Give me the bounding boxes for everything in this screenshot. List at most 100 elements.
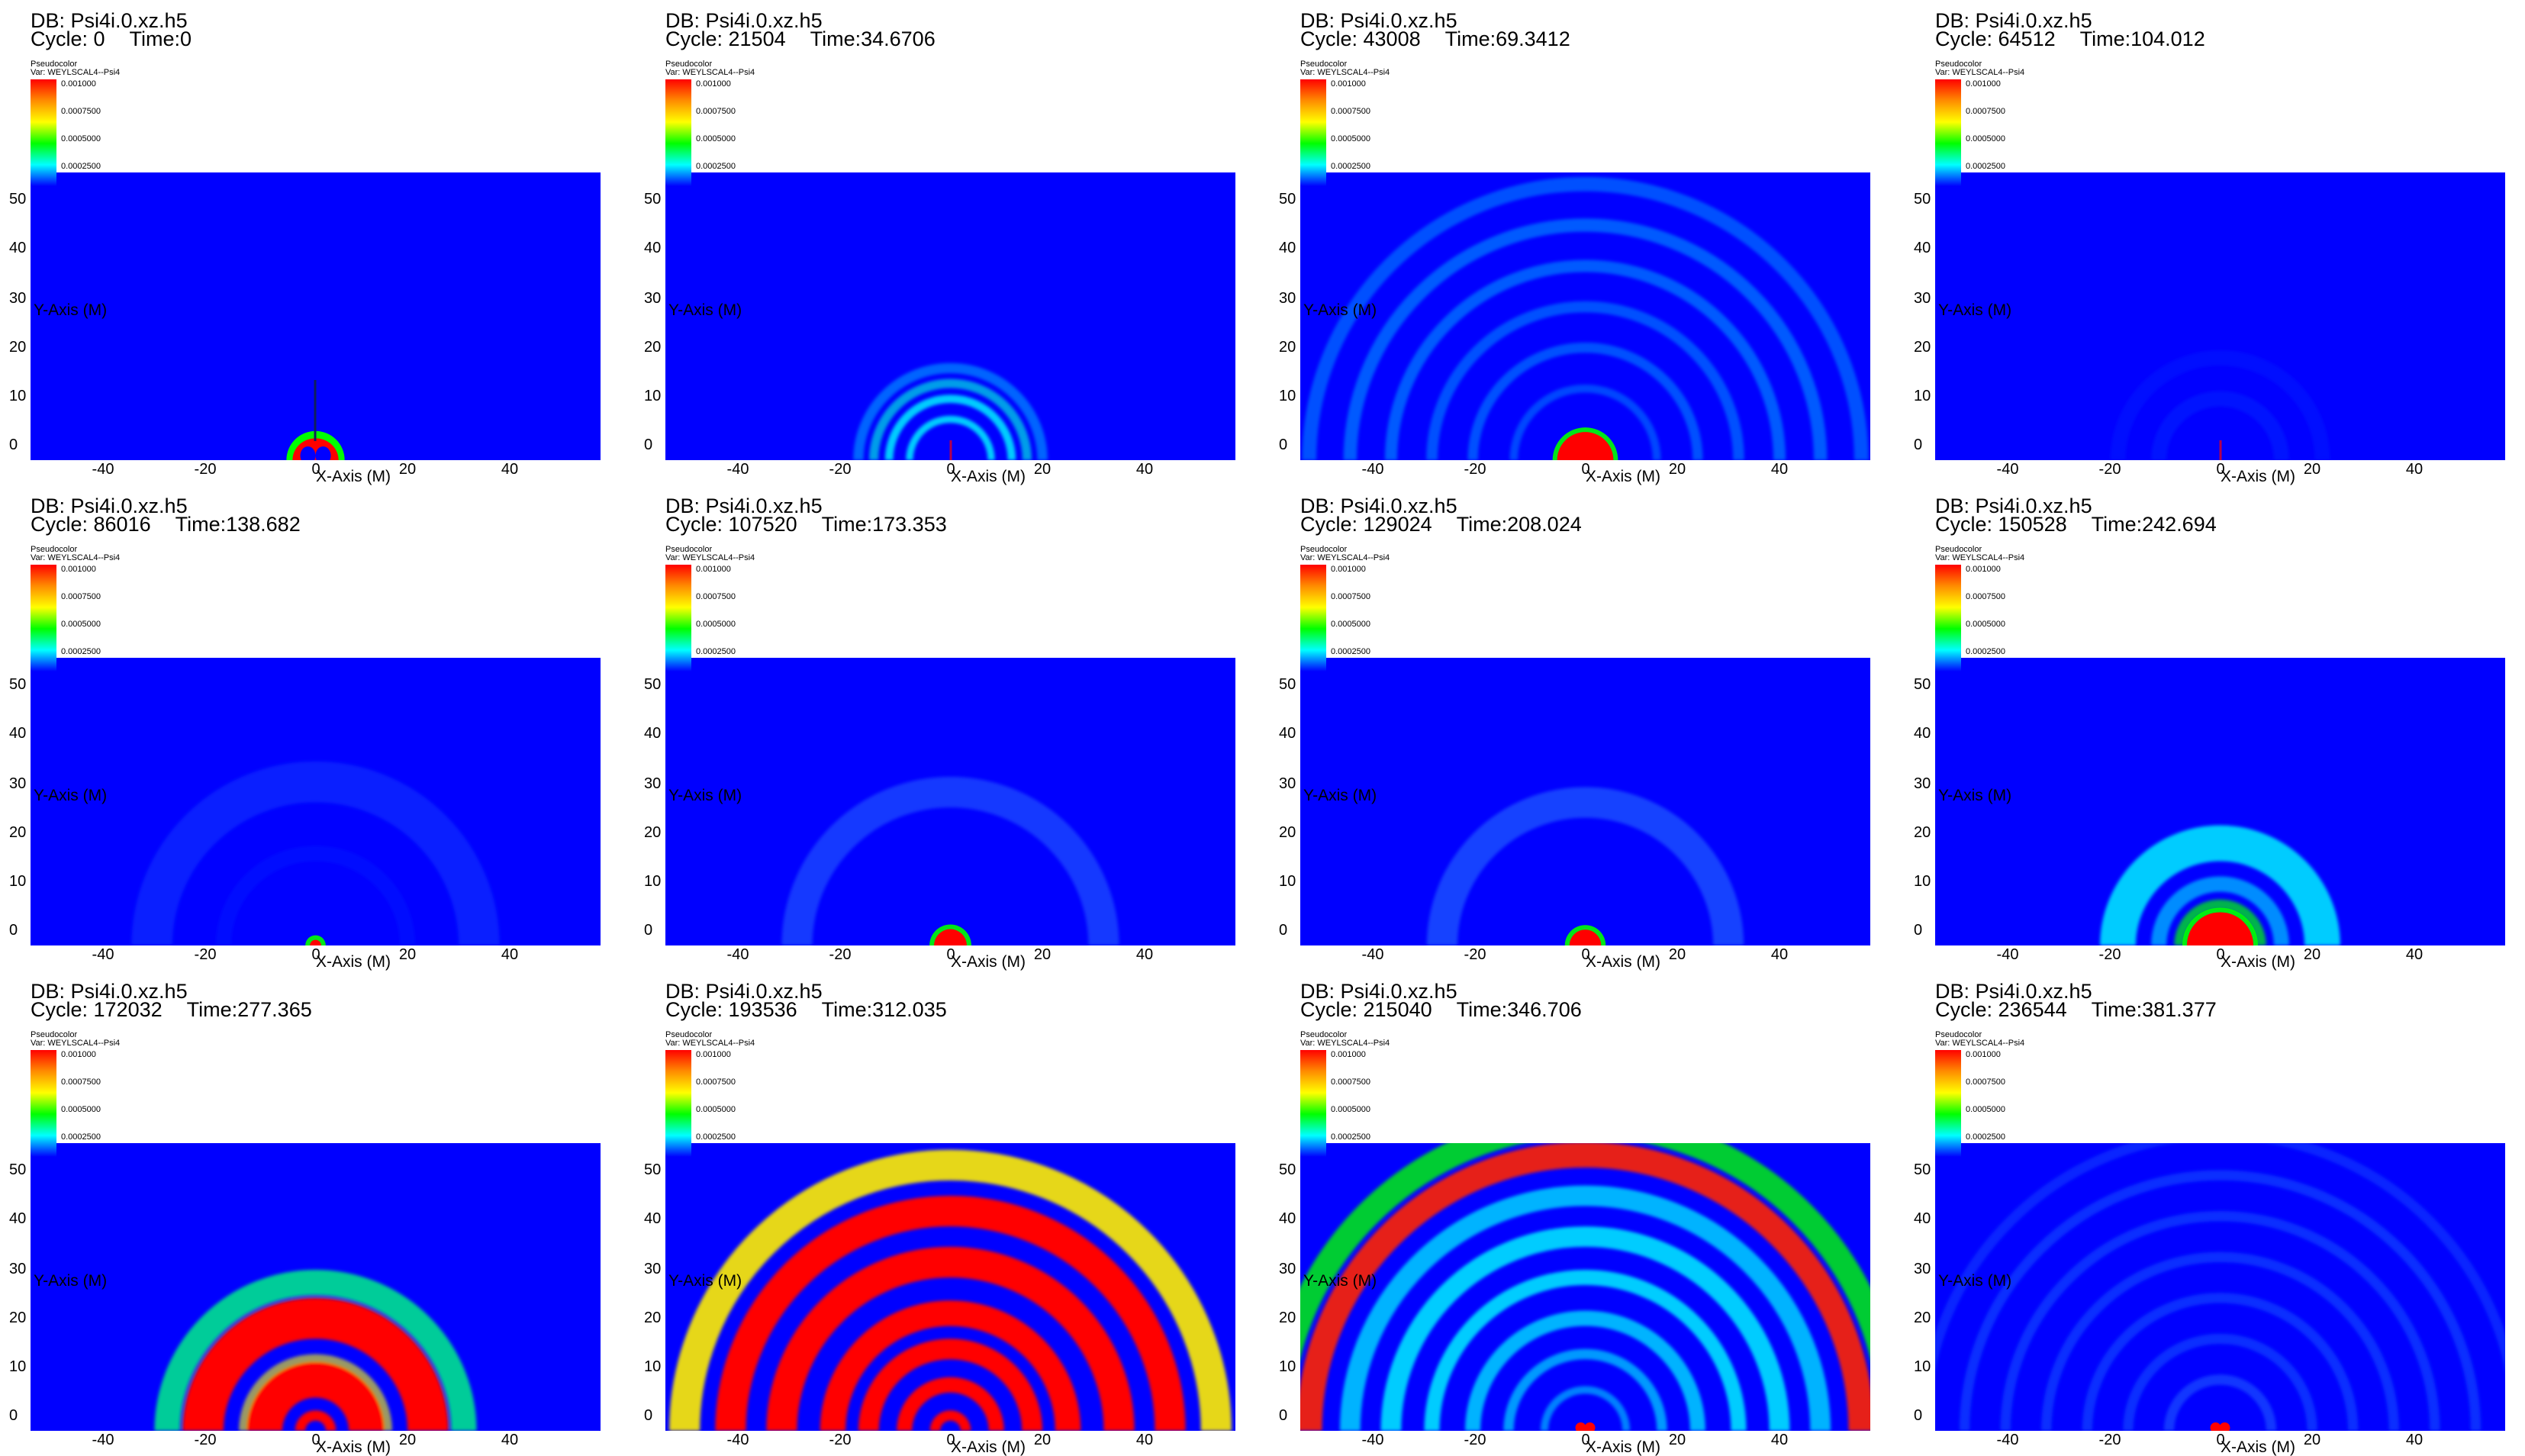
y-axis-tick-label: 20: [1914, 1309, 1931, 1326]
psi4-field-plot: [1300, 1143, 1870, 1431]
y-axis-tick-label: 40: [1279, 725, 1296, 742]
source-lobe: [1575, 1422, 1586, 1431]
y-axis-tick-label: 0: [1279, 922, 1288, 939]
colorbar-tick-label: 0.0002500: [1331, 162, 1370, 171]
y-axis-label: Y-Axis (M): [34, 1272, 108, 1290]
x-axis-tick-label: 0: [2216, 946, 2225, 963]
wave-front-ring: [1300, 1143, 1870, 1431]
x-axis-tick-label: 20: [398, 461, 417, 478]
colorbar-tick-label: 0.001000: [696, 1050, 731, 1059]
colorbar: [1300, 1050, 1326, 1157]
wave-front-ring: [2163, 1374, 2277, 1431]
wave-front-ring: [1935, 1143, 2505, 1371]
cycle-time-line: Cycle: 0 Time:0: [31, 27, 192, 50]
x-axis-tick-label: -20: [2098, 946, 2121, 963]
x-axis-tick-label: -20: [2098, 1432, 2121, 1448]
y-axis-tick-label: 50: [1914, 191, 1931, 208]
source-lobe: [2210, 1422, 2221, 1431]
colorbar-tick-label: 0.0007500: [1331, 1078, 1370, 1087]
y-axis-tick-label: 20: [1914, 824, 1931, 841]
x-axis-tick-label: 40: [2405, 946, 2424, 963]
x-axis-tick-label: 0: [946, 1432, 955, 1448]
x-axis-tick-label: 20: [1668, 1432, 1686, 1448]
legend-title: Pseudocolor: [1935, 1030, 1982, 1039]
y-axis-tick-label: 10: [1279, 388, 1296, 404]
colorbar-tick-label: 0.0007500: [61, 592, 101, 601]
field-image: [1935, 172, 2505, 460]
x-axis-label: X-Axis (M): [316, 1438, 391, 1456]
x-axis-tick-label: -20: [829, 461, 852, 478]
wave-front-ring: [1509, 384, 1661, 460]
x-axis-tick-label: 20: [1668, 461, 1686, 478]
y-axis-label: Y-Axis (M): [1938, 787, 2012, 804]
db-filename-label: DB: Psi4i.0.xz.h5: [31, 9, 188, 32]
y-axis-tick-label: 0: [1914, 1407, 1923, 1424]
wave-front-ring: [2123, 1333, 2317, 1431]
wave-fronts: [669, 1149, 1232, 1431]
time-label: Time:0: [129, 27, 192, 50]
colorbar-tick-label: 0.0005000: [61, 134, 101, 143]
visualization-panel: DB: Psi4i.0.xz.h5 Cycle: 64512 Time:104.01…: [1905, 0, 2525, 485]
colorbar-tick-label: 0.0007500: [696, 592, 736, 601]
y-axis-tick-label: 10: [1279, 873, 1296, 890]
x-axis-tick-label: -40: [1361, 461, 1384, 478]
x-axis-tick-label: 40: [1135, 1432, 1154, 1448]
y-axis-tick-label: 0: [9, 922, 18, 939]
colorbar-tick-label: 0.0002500: [61, 162, 101, 171]
x-axis-tick-label: -40: [92, 946, 114, 963]
x-axis-tick-label: 40: [1770, 1432, 1789, 1448]
y-axis-tick-label: 50: [9, 1161, 27, 1178]
source-lobe: [315, 446, 331, 460]
wave-front-ring: [897, 1377, 1004, 1431]
field-background: [1935, 658, 2505, 945]
db-filename-label: DB: Psi4i.0.xz.h5: [1935, 9, 2092, 32]
field-background: [1935, 1143, 2505, 1431]
x-axis-tick-label: 40: [501, 1432, 519, 1448]
x-axis-tick-label: -40: [92, 1432, 114, 1448]
field-image: [1300, 1143, 1870, 1431]
source-region: [934, 929, 967, 945]
source-region: [2186, 912, 2254, 945]
time-label: Time:104.012: [2079, 27, 2205, 50]
field-background: [1935, 172, 2505, 460]
wave-fronts: [853, 362, 1048, 460]
psi4-field-plot: [1935, 1143, 2505, 1431]
y-axis-tick-label: 10: [9, 873, 27, 890]
x-axis-label: X-Axis (M): [951, 953, 1026, 971]
y-axis-tick-label: 40: [1914, 725, 1931, 742]
legend-variable: Var: WEYLSCAL4--Psi4: [1300, 553, 1390, 562]
y-axis-tick-label: 20: [644, 824, 662, 841]
wave-fronts: [154, 1270, 477, 1431]
visualization-panel: DB: Psi4i.0.xz.h5 Cycle: 172032 Time:277.3…: [0, 971, 631, 1456]
colorbar: [1935, 1050, 1961, 1157]
wave-front-ring: [1300, 1143, 1870, 1359]
x-axis-tick-label: 0: [1581, 461, 1590, 478]
colorbar-tick-label: 0.0002500: [61, 1132, 101, 1142]
psi4-field-plot: [1300, 658, 1870, 945]
y-axis-tick-label: 40: [9, 1210, 27, 1227]
x-axis-tick-label: 20: [1033, 461, 1052, 478]
y-axis-label: Y-Axis (M): [34, 301, 108, 319]
time-label: Time:173.353: [821, 513, 947, 536]
time-label: Time:208.024: [1456, 513, 1582, 536]
y-axis-tick-label: 40: [644, 1210, 662, 1227]
y-axis-label: Y-Axis (M): [1303, 1272, 1377, 1290]
visualization-panel: DB: Psi4i.0.xz.h5 Cycle: 193536 Time:312.0…: [635, 971, 1266, 1456]
y-axis-tick-label: 50: [1279, 191, 1296, 208]
x-axis-tick-label: -20: [2098, 461, 2121, 478]
wave-front-ring: [131, 761, 500, 945]
psi4-field-plot: [1935, 658, 2505, 945]
cycle-label: Cycle: 193536: [665, 998, 797, 1021]
wave-front-ring: [853, 362, 1048, 460]
cycle-label: Cycle: 236544: [1935, 998, 2067, 1021]
colorbar-tick-label: 0.0002500: [1966, 1132, 2005, 1142]
x-axis-tick-label: 20: [398, 946, 417, 963]
colorbar-tick-label: 0.001000: [1331, 79, 1366, 89]
legend-variable: Var: WEYLSCAL4--Psi4: [1300, 1039, 1390, 1048]
y-axis-tick-label: 0: [1914, 922, 1923, 939]
y-axis-tick-label: 40: [1914, 1210, 1931, 1227]
wave-fronts: [1426, 787, 1744, 945]
x-axis-label: X-Axis (M): [316, 468, 391, 485]
y-axis-tick-label: 30: [1279, 290, 1296, 307]
time-label: Time:138.682: [175, 513, 301, 536]
